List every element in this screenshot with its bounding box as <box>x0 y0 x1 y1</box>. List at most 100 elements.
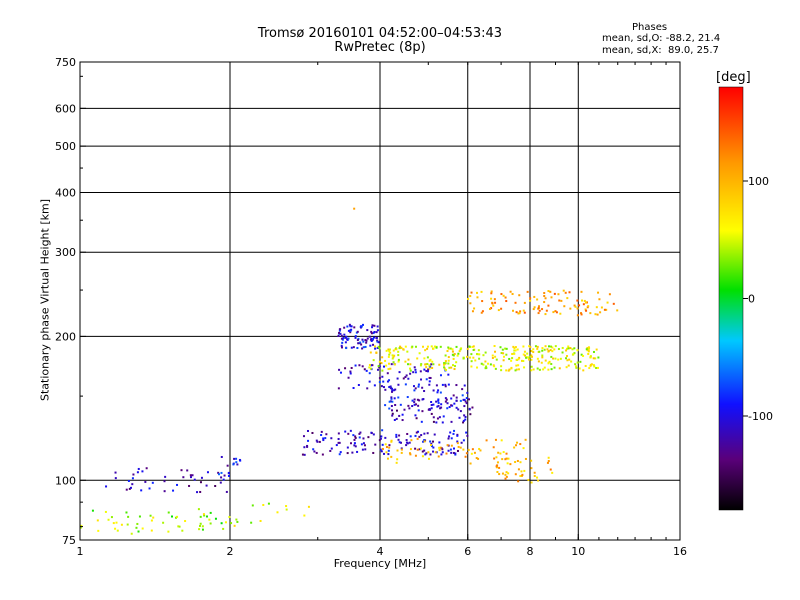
data-point <box>545 309 548 312</box>
data-point <box>427 408 430 411</box>
data-point <box>451 353 454 356</box>
data-point <box>447 347 450 350</box>
data-point <box>507 472 510 475</box>
data-point <box>500 439 503 442</box>
data-point <box>541 354 544 357</box>
data-point <box>566 359 569 362</box>
data-point <box>586 306 589 309</box>
data-point <box>409 453 412 456</box>
data-point <box>514 346 517 349</box>
data-point <box>521 473 524 476</box>
data-point <box>416 448 419 451</box>
data-point <box>583 299 586 302</box>
data-point <box>347 376 350 379</box>
data-point <box>421 410 424 413</box>
data-point <box>366 387 369 390</box>
data-point <box>354 335 357 338</box>
data-point <box>492 304 495 307</box>
data-point <box>423 449 426 452</box>
data-point <box>236 463 239 466</box>
data-point <box>415 417 418 420</box>
data-point <box>480 362 483 365</box>
data-point <box>370 339 373 342</box>
data-point <box>576 307 579 310</box>
data-point <box>389 400 392 403</box>
data-point <box>445 452 448 455</box>
data-point <box>462 439 465 442</box>
data-point <box>547 350 550 353</box>
data-point <box>559 312 562 315</box>
data-point <box>575 365 578 368</box>
data-point <box>595 366 598 369</box>
data-point <box>498 466 501 469</box>
data-point <box>467 398 470 401</box>
data-point <box>506 462 509 465</box>
data-point <box>227 474 230 477</box>
data-point <box>529 297 532 300</box>
data-point <box>548 345 551 348</box>
data-point <box>544 297 547 300</box>
data-point <box>494 367 497 370</box>
data-point <box>576 299 579 302</box>
data-point <box>369 344 372 347</box>
data-point <box>417 385 420 388</box>
data-point <box>581 299 584 302</box>
data-point <box>543 348 546 351</box>
colorbar-tick-label: 100 <box>748 175 769 188</box>
data-point <box>196 491 199 494</box>
data-point <box>423 368 426 371</box>
data-point <box>518 356 521 359</box>
data-point <box>567 364 570 367</box>
data-point <box>608 293 611 296</box>
data-point <box>388 407 391 410</box>
data-point <box>484 360 487 363</box>
data-point <box>378 439 381 442</box>
data-point <box>441 448 444 451</box>
data-point <box>543 295 546 298</box>
data-point <box>367 436 370 439</box>
data-point <box>494 355 497 358</box>
data-point <box>354 445 357 448</box>
data-point <box>448 366 451 369</box>
data-point <box>388 353 391 356</box>
data-point <box>376 346 379 349</box>
data-point <box>547 290 550 293</box>
data-point <box>494 301 497 304</box>
data-point <box>208 518 211 521</box>
data-point <box>398 441 401 444</box>
data-point <box>357 384 360 387</box>
data-point <box>472 356 475 359</box>
data-point <box>136 522 139 525</box>
data-point <box>529 346 532 349</box>
data-point <box>413 366 416 369</box>
data-point <box>414 434 417 437</box>
data-point <box>444 385 447 388</box>
data-point <box>338 441 341 444</box>
data-point <box>199 481 202 484</box>
data-point <box>456 442 459 445</box>
data-point <box>514 473 517 476</box>
data-point <box>566 347 569 350</box>
data-point <box>505 369 508 372</box>
data-point <box>370 337 373 340</box>
data-point <box>537 312 540 315</box>
data-point <box>523 350 526 353</box>
data-point <box>421 386 424 389</box>
data-point <box>409 435 412 438</box>
data-point <box>505 353 508 356</box>
x-tick-label: 6 <box>464 545 471 558</box>
data-point <box>465 431 468 434</box>
data-point <box>518 294 521 297</box>
y-tick-label: 100 <box>55 474 76 487</box>
data-point <box>393 389 396 392</box>
x-axis-label: Frequency [MHz] <box>333 557 427 570</box>
data-point <box>371 364 374 367</box>
data-point <box>450 444 453 447</box>
data-point <box>436 405 439 408</box>
data-point <box>346 325 349 328</box>
data-point <box>459 410 462 413</box>
data-point <box>361 323 364 326</box>
data-point <box>407 377 410 380</box>
data-point <box>429 453 432 456</box>
data-point <box>523 366 526 369</box>
